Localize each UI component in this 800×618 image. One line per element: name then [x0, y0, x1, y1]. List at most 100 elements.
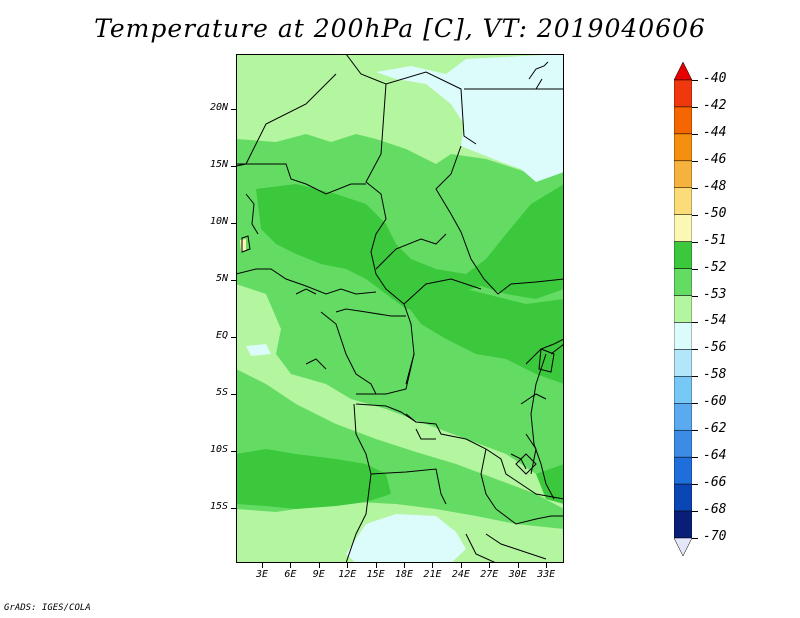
- field-minus56-northeast: [376, 54, 564, 182]
- lon-tick: [262, 563, 263, 568]
- colorbar-tick: [692, 80, 698, 81]
- field-minus56-spot: [246, 344, 271, 356]
- colorbar-swatch: [674, 187, 692, 215]
- map-svg: [236, 54, 564, 563]
- colorbar-label: -44: [703, 124, 727, 140]
- colorbar-tick: [692, 215, 698, 216]
- colorbar-swatch: [674, 214, 692, 242]
- colorbar-swatch: [674, 456, 692, 485]
- colorbar-label: -53: [703, 286, 727, 302]
- lat-tick: [231, 223, 236, 224]
- lon-tick-label: 6E: [284, 569, 297, 580]
- colorbar-tick: [692, 511, 698, 512]
- colorbar-swatch: [674, 133, 692, 162]
- colorbar-swatch: [674, 510, 692, 539]
- colorbar-label: -51: [703, 232, 727, 248]
- colorbar-tick: [692, 376, 698, 377]
- colorbar-swatch: [674, 79, 692, 108]
- colorbar-tick: [692, 296, 698, 297]
- colorbar-tick: [692, 403, 698, 404]
- lon-tick: [489, 563, 490, 568]
- lon-tick-label: 3E: [255, 569, 269, 580]
- lat-tick-label: 5S: [215, 387, 228, 398]
- colorbar-swatch: [674, 403, 692, 431]
- colorbar-tick: [692, 457, 698, 458]
- lon-tick-label: 9E: [312, 569, 325, 580]
- colorbar-swatch: [674, 295, 692, 323]
- colorbar-tick: [692, 242, 698, 243]
- lat-tick: [231, 166, 236, 167]
- colorbar-tick: [692, 134, 698, 135]
- colorbar-tick: [692, 188, 698, 189]
- colorbar-tick: [692, 430, 698, 431]
- lon-tick: [404, 563, 405, 568]
- colorbar-tick: [692, 484, 698, 485]
- lon-tick-label: 27E: [480, 569, 499, 580]
- colorbar-swatch: [674, 349, 692, 377]
- colorbar-label: -42: [703, 97, 727, 113]
- colorbar-tick: [692, 269, 698, 270]
- lon-tick: [319, 563, 320, 568]
- lat-tick: [231, 508, 236, 509]
- colorbar-bottom-arrow: [674, 537, 692, 556]
- lon-tick-label: 30E: [508, 569, 527, 580]
- colorbar-label: -40: [703, 71, 727, 86]
- colorbar-swatch: [674, 106, 692, 135]
- colorbar-label: -50: [703, 205, 727, 221]
- lat-tick-label: 15S: [209, 501, 228, 512]
- lat-tick: [231, 451, 236, 452]
- lon-tick-label: 15E: [366, 569, 385, 580]
- colorbar-label: -54: [703, 313, 727, 329]
- colorbar-swatch: [674, 160, 692, 189]
- lon-tick-label: 33E: [537, 569, 556, 580]
- colorbar-swatch: [674, 268, 692, 296]
- colorbar-swatch: [674, 376, 692, 404]
- colorbar-label: -46: [703, 151, 727, 167]
- lon-tick-label: 21E: [423, 569, 442, 580]
- field-minus52-center: [406, 279, 564, 384]
- colorbar-label: -62: [703, 421, 727, 437]
- lat-tick-label: 10N: [209, 216, 228, 227]
- lon-tick: [461, 563, 462, 568]
- lon-tick-label: 12E: [338, 569, 357, 580]
- lon-tick: [290, 563, 291, 568]
- colorbar-label: -64: [703, 448, 727, 464]
- lon-tick: [518, 563, 519, 568]
- lat-tick: [231, 280, 236, 281]
- lat-tick: [231, 109, 236, 110]
- map-title: Temperature at 200hPa [C], VT: 201904060…: [94, 14, 706, 43]
- lon-tick: [432, 563, 433, 568]
- lat-tick: [231, 337, 236, 338]
- colorbar-label: -52: [703, 259, 727, 275]
- lat-tick-label: 5N: [215, 273, 228, 284]
- colorbar-label: -70: [703, 529, 727, 544]
- colorbar-label: -58: [703, 367, 727, 383]
- field-minus54-upperleft: [236, 54, 346, 114]
- colorbar: [674, 62, 692, 556]
- colorbar-tick: [692, 349, 698, 350]
- lon-tick: [376, 563, 377, 568]
- lon-tick: [347, 563, 348, 568]
- lat-tick-label: EQ: [215, 330, 228, 341]
- country-boundaries: [236, 54, 564, 563]
- temperature-map: [236, 54, 564, 563]
- lat-tick: [231, 394, 236, 395]
- colorbar-top-arrow: [674, 62, 692, 81]
- colorbar-swatch: [674, 429, 692, 458]
- colorbar-label: -68: [703, 502, 727, 518]
- colorbar-swatch: [674, 241, 692, 269]
- field-minus52-south: [236, 449, 391, 509]
- colorbar-swatch: [674, 322, 692, 350]
- colorbar-label: -60: [703, 394, 727, 410]
- field-minus56-south: [346, 514, 466, 563]
- colorbar-label: -56: [703, 340, 727, 356]
- lat-tick-label: 15N: [209, 159, 228, 170]
- colorbar-label: -48: [703, 178, 727, 194]
- lon-tick-label: 18E: [395, 569, 414, 580]
- colorbar-tick: [692, 161, 698, 162]
- colorbar-swatch: [674, 483, 692, 512]
- grads-credit: GrADS: IGES/COLA: [4, 603, 91, 613]
- field-minus52-north: [256, 184, 564, 309]
- lon-tick: [546, 563, 547, 568]
- colorbar-tick: [692, 322, 698, 323]
